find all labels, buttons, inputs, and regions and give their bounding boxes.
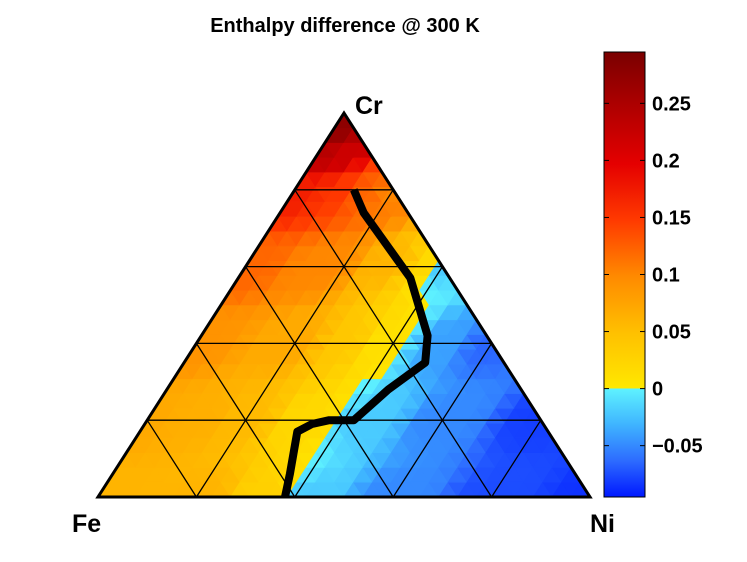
grid-line-ni	[491, 419, 542, 498]
grid-line-fe	[245, 266, 394, 498]
colorbar-tick-label: −0.05	[652, 436, 703, 458]
colorbar-fill	[604, 52, 645, 497]
colorbar-tick-label: 0.1	[652, 265, 680, 287]
vertex-label-cr: Cr	[355, 92, 383, 120]
grid-line-fe	[195, 343, 296, 498]
chart-title: Enthalpy difference @ 300 K	[210, 15, 480, 37]
enthalpy-field	[98, 113, 590, 497]
colorbar-ticks: −0.05 0 0.05 0.1 0.15 0.2 0.25	[604, 93, 703, 458]
colorbar-tick-label: 0.2	[652, 150, 680, 172]
colorbar-tick-label: 0	[652, 379, 663, 401]
colorbar-tick-label: 0.05	[652, 322, 691, 344]
grid-line-fe	[146, 419, 197, 498]
zero-contour-line	[281, 188, 432, 498]
colorbar-tick-label: 0.15	[652, 207, 691, 229]
colorbar-tick-label: 0.25	[652, 93, 691, 115]
colorbar: −0.05 0 0.05 0.1 0.15 0.2 0.25	[603, 51, 703, 498]
vertex-label-ni: Ni	[590, 510, 615, 538]
vertex-label-fe: Fe	[72, 510, 101, 538]
triangle-outline	[95, 110, 593, 499]
grid-line-ni	[392, 343, 493, 498]
